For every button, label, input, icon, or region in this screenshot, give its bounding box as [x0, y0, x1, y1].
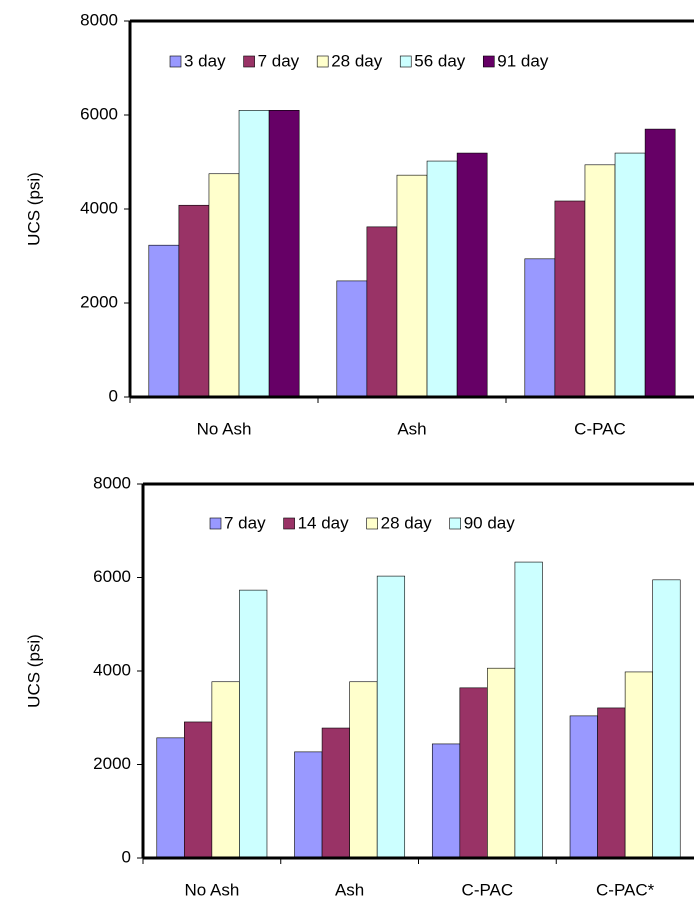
- bar: [426, 160, 458, 398]
- y-tick-label: 8000: [93, 473, 131, 492]
- legend-label: 3 day: [184, 51, 226, 70]
- bar: [487, 667, 516, 859]
- y-axis-label: UCS (psi): [24, 172, 43, 246]
- legend-label: 28 day: [331, 51, 383, 70]
- y-axis-label: UCS (psi): [24, 634, 43, 708]
- bar: [569, 715, 598, 859]
- bar: [456, 152, 488, 398]
- bar: [208, 173, 240, 398]
- bar: [148, 244, 180, 398]
- bar: [178, 204, 210, 398]
- legend-label: 7 day: [258, 51, 300, 70]
- bar: [238, 110, 270, 398]
- y-tick-label: 0: [122, 847, 131, 866]
- y-tick-label: 2000: [93, 754, 131, 773]
- x-tick-label: Ash: [335, 880, 364, 899]
- x-tick-label: Ash: [397, 419, 426, 438]
- bar: [376, 575, 406, 859]
- legend-label: 91 day: [497, 51, 549, 70]
- y-tick-label: 6000: [80, 104, 118, 123]
- legend-label: 28 day: [381, 513, 433, 532]
- bar: [459, 687, 488, 859]
- bar: [396, 174, 428, 398]
- bar: [554, 200, 586, 398]
- legend-swatch: [169, 55, 182, 68]
- x-tick-label: No Ash: [197, 419, 252, 438]
- legend-swatch: [283, 517, 295, 530]
- bar: [614, 152, 646, 398]
- x-tick-label: C-PAC*: [596, 880, 655, 899]
- x-tick-label: C-PAC: [462, 880, 514, 899]
- y-tick-label: 4000: [80, 198, 118, 217]
- bar: [211, 681, 240, 859]
- y-tick-label: 8000: [80, 10, 118, 29]
- bar: [184, 721, 213, 859]
- legend-swatch: [449, 517, 461, 530]
- legend-label: 14 day: [298, 513, 350, 532]
- bar: [321, 727, 350, 859]
- legend-label: 56 day: [414, 51, 466, 70]
- bar: [239, 589, 268, 859]
- bar: [268, 110, 300, 398]
- legend-swatch: [482, 55, 495, 68]
- legend-swatch: [399, 55, 412, 68]
- legend-label: 7 day: [224, 513, 266, 532]
- y-tick-label: 6000: [93, 567, 131, 586]
- bar: [294, 751, 323, 859]
- legend-swatch: [366, 517, 378, 530]
- bar: [644, 128, 676, 398]
- bar: [156, 737, 185, 859]
- bar: [336, 280, 368, 398]
- bar: [624, 671, 653, 859]
- x-tick-label: No Ash: [184, 880, 239, 899]
- legend-swatch: [209, 517, 222, 530]
- bar: [431, 743, 461, 859]
- legend-label: 90 day: [464, 513, 516, 532]
- bar: [584, 164, 616, 398]
- bar: [652, 579, 681, 859]
- x-tick-label: C-PAC: [574, 419, 626, 438]
- bar: [597, 707, 626, 859]
- y-tick-label: 2000: [80, 292, 118, 311]
- legend-swatch: [316, 55, 329, 68]
- bar: [349, 681, 378, 859]
- bar: [366, 226, 398, 398]
- y-tick-label: 4000: [93, 660, 131, 679]
- legend-swatch: [243, 55, 255, 68]
- y-tick-label: 0: [109, 386, 118, 405]
- bar: [514, 561, 543, 859]
- bar: [524, 258, 556, 398]
